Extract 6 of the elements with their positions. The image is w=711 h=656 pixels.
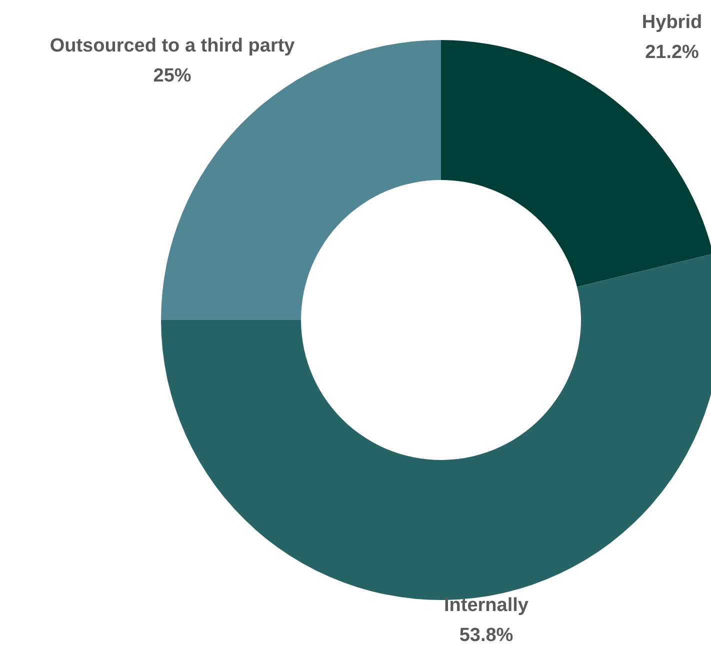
slice-label: Internally <box>444 595 529 616</box>
data-label: 21.2% <box>645 42 700 63</box>
data-label: 25% <box>153 65 192 86</box>
slice-label: Hybrid <box>642 12 702 33</box>
data-label: 53.8% <box>459 625 514 646</box>
slice-label: Outsourced to a third party <box>50 35 296 56</box>
